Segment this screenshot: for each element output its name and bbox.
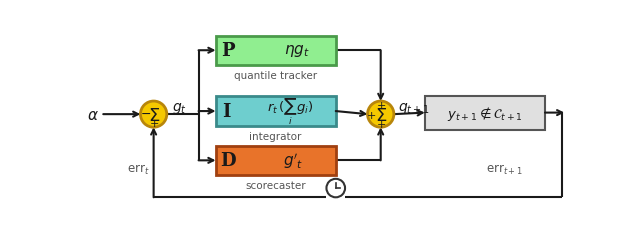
Text: $r_t\,(\sum_i g_i)$: $r_t\,(\sum_i g_i)$ bbox=[267, 96, 313, 127]
Text: $y_{t+1} \notin \mathcal{C}_{t+1}$: $y_{t+1} \notin \mathcal{C}_{t+1}$ bbox=[447, 104, 523, 122]
Text: +: + bbox=[377, 101, 386, 110]
Text: $\alpha$: $\alpha$ bbox=[87, 107, 99, 122]
Text: $\Sigma$: $\Sigma$ bbox=[374, 106, 387, 124]
Text: $g'_t$: $g'_t$ bbox=[284, 151, 304, 170]
Text: err$_t$: err$_t$ bbox=[127, 162, 149, 176]
Circle shape bbox=[326, 179, 345, 197]
Text: D: D bbox=[220, 152, 236, 170]
Text: $q_{t+1}$: $q_{t+1}$ bbox=[397, 100, 429, 115]
Text: P: P bbox=[221, 42, 235, 60]
Text: err$_{t+1}$: err$_{t+1}$ bbox=[486, 162, 523, 176]
Text: quantile tracker: quantile tracker bbox=[234, 71, 317, 81]
Text: integrator: integrator bbox=[250, 131, 302, 141]
Bar bbox=[216, 37, 336, 66]
Text: scorecaster: scorecaster bbox=[245, 180, 306, 190]
Text: $\eta g_t$: $\eta g_t$ bbox=[284, 43, 310, 59]
Bar bbox=[216, 146, 336, 175]
Text: −: − bbox=[141, 107, 151, 120]
Bar bbox=[425, 96, 545, 130]
Circle shape bbox=[367, 102, 394, 128]
Bar bbox=[216, 97, 336, 126]
Text: +: + bbox=[150, 119, 159, 129]
Circle shape bbox=[140, 102, 167, 128]
Text: I: I bbox=[222, 103, 231, 121]
Text: +: + bbox=[367, 110, 376, 120]
Text: +: + bbox=[377, 120, 386, 130]
Text: $\Sigma$: $\Sigma$ bbox=[147, 106, 160, 124]
Text: $g_t$: $g_t$ bbox=[172, 100, 187, 115]
